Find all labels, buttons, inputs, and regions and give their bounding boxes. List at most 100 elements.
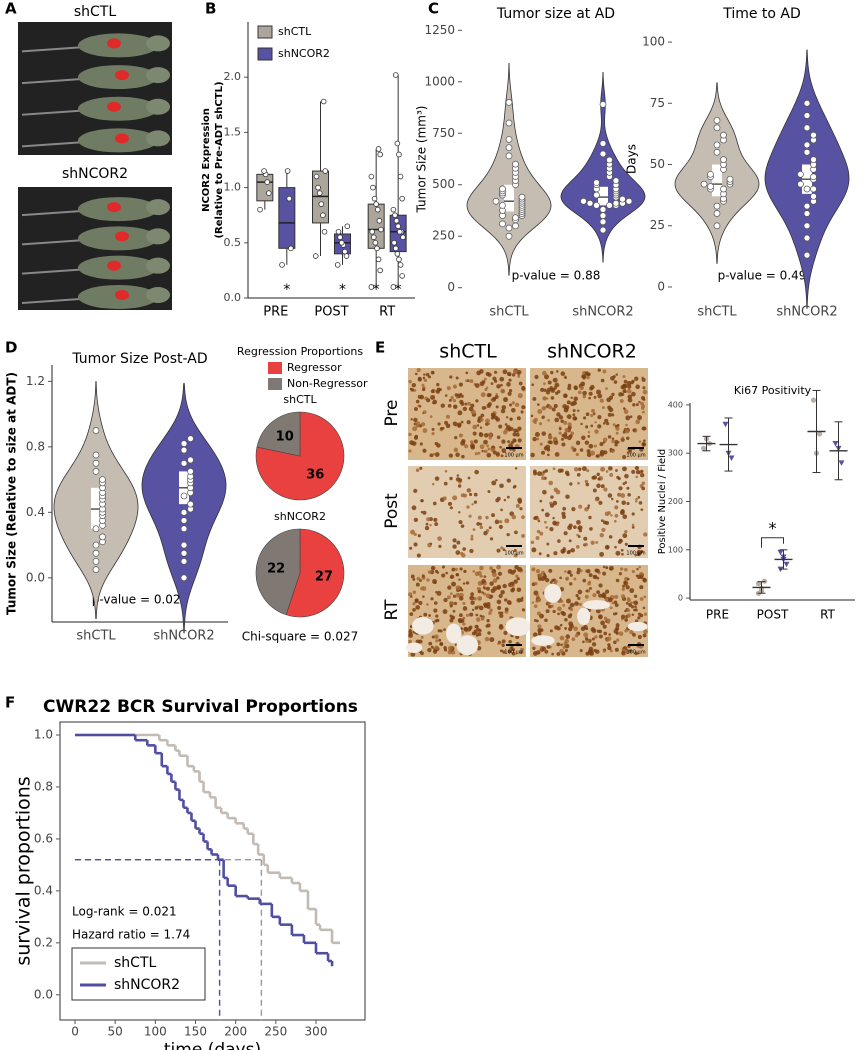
nucleus xyxy=(573,467,579,472)
nucleus xyxy=(642,386,646,390)
nucleus xyxy=(634,608,638,612)
nucleus xyxy=(569,607,574,612)
nucleus xyxy=(533,471,538,476)
y-tick-label: 0 xyxy=(657,279,665,293)
point xyxy=(625,197,633,205)
nucleus xyxy=(602,624,607,629)
mouse-tail xyxy=(21,297,81,304)
y-tick-label: 1.2 xyxy=(26,374,45,388)
point xyxy=(755,580,762,587)
point xyxy=(99,476,106,483)
nucleus xyxy=(606,636,612,642)
nucleus xyxy=(570,431,575,436)
nucleus xyxy=(583,416,587,420)
nucleus xyxy=(632,428,636,432)
nucleus xyxy=(554,452,560,457)
nucleus xyxy=(556,642,561,647)
x-tick-label: PRE xyxy=(706,608,729,622)
nucleus xyxy=(581,374,587,380)
nucleus xyxy=(605,387,608,391)
nucleus xyxy=(622,584,626,588)
nucleus xyxy=(590,424,594,428)
nucleus xyxy=(535,569,541,574)
nucleus xyxy=(434,634,439,640)
nucleus xyxy=(472,570,476,573)
nucleus xyxy=(505,416,509,419)
nucleus xyxy=(578,602,582,606)
nucleus xyxy=(444,470,448,473)
nucleus xyxy=(463,569,467,574)
nucleus xyxy=(635,419,641,425)
tumor-signal xyxy=(107,38,121,49)
nucleus xyxy=(418,639,423,644)
nucleus xyxy=(601,594,606,599)
nucleus xyxy=(495,452,500,457)
nucleus xyxy=(420,499,424,503)
nucleus xyxy=(499,520,503,524)
nucleus xyxy=(541,415,545,419)
nucleus xyxy=(508,378,512,382)
nucleus xyxy=(550,388,556,393)
nucleus xyxy=(487,447,491,451)
nucleus xyxy=(627,394,633,400)
point xyxy=(390,284,397,290)
nucleus xyxy=(611,413,615,417)
nucleus xyxy=(452,538,457,543)
nucleus xyxy=(532,436,537,442)
nucleus xyxy=(600,620,605,626)
row-label: Post xyxy=(382,493,402,529)
nucleus xyxy=(483,602,488,607)
nucleus xyxy=(615,550,621,556)
point xyxy=(337,234,343,241)
point xyxy=(92,459,100,467)
nucleus xyxy=(479,432,482,435)
nucleus xyxy=(513,553,518,558)
nucleus xyxy=(498,524,503,529)
nucleus xyxy=(605,521,610,525)
chart-title: Tumor Size Post-AD xyxy=(71,351,207,367)
nucleus xyxy=(628,602,632,607)
nucleus xyxy=(457,484,462,488)
point xyxy=(593,191,600,199)
nucleus xyxy=(516,597,522,603)
nucleus xyxy=(499,613,504,618)
scale-bar-label: 100 µm xyxy=(626,453,645,459)
nucleus xyxy=(491,572,497,578)
nucleus xyxy=(478,605,484,611)
nucleus xyxy=(468,514,472,518)
nucleus xyxy=(628,649,632,653)
nucleus xyxy=(631,569,636,574)
nucleus xyxy=(622,514,628,520)
nucleus xyxy=(606,422,610,426)
nucleus xyxy=(431,482,435,486)
nucleus xyxy=(497,605,502,610)
point xyxy=(368,284,375,290)
point xyxy=(372,240,379,246)
nucleus xyxy=(550,396,555,400)
nucleus xyxy=(566,400,571,405)
nucleus xyxy=(558,415,564,420)
nucleus xyxy=(447,645,453,651)
nucleus xyxy=(624,567,628,572)
nucleus xyxy=(453,601,458,606)
nucleus xyxy=(530,452,535,458)
nucleus xyxy=(634,465,640,471)
point xyxy=(320,212,326,219)
nucleus xyxy=(562,547,566,551)
nucleus xyxy=(489,537,494,541)
nucleus xyxy=(504,598,508,602)
nucleus xyxy=(490,416,494,420)
nucleus xyxy=(508,640,512,644)
nucleus xyxy=(635,500,638,503)
nucleus xyxy=(483,439,488,445)
nucleus xyxy=(466,420,471,425)
point xyxy=(599,101,607,108)
point xyxy=(593,179,600,187)
nucleus xyxy=(601,406,605,410)
point xyxy=(499,185,506,193)
point xyxy=(393,217,400,224)
nucleus xyxy=(632,403,636,407)
nucleus xyxy=(410,418,413,421)
nucleus xyxy=(597,415,602,420)
nucleus xyxy=(599,451,605,457)
